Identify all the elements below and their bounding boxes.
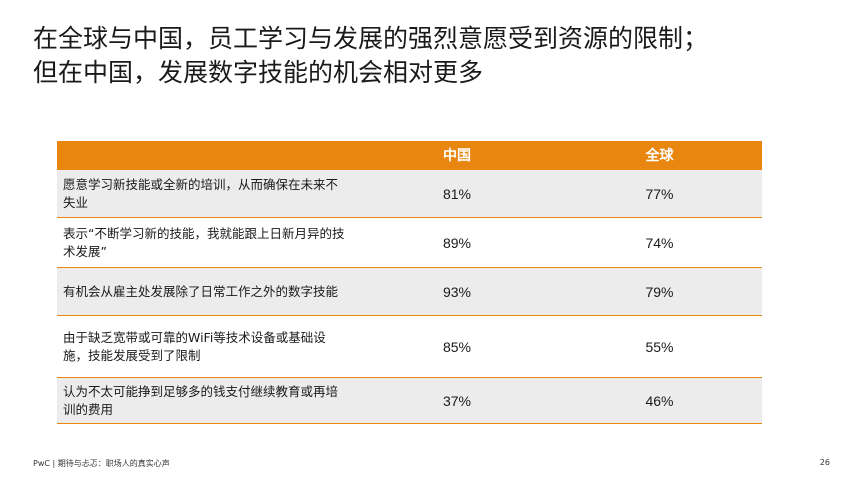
table-header-row: 中国 全球 [57,141,762,170]
slide-title-line-2: 但在中国，发展数字技能的机会相对更多 [33,58,484,87]
row-label: 认为不太可能挣到足够多的钱支付继续教育或再培训的费用 [57,377,357,424]
row-global-value: 55% [557,315,762,378]
header-blank [57,141,357,170]
row-global-value: 77% [557,169,762,218]
page-number: 26 [819,458,830,467]
table-row: 认为不太可能挣到足够多的钱支付继续教育或再培训的费用 37% 46% [57,377,762,424]
comparison-table: 中国 全球 愿意学习新技能或全新的培训，从而确保在未来不失业 81% 77% 表… [57,141,762,424]
table-row: 由于缺乏宽带或可靠的WiFi等技术设备或基础设施，技能发展受到了限制 85% 5… [57,315,762,378]
row-global-value: 46% [557,377,762,424]
footer-text: PwC | 期待与忐忑：职场人的真实心声 [33,459,170,468]
slide-title-line-1: 在全球与中国，员工学习与发展的强烈意愿受到资源的限制； [33,24,709,53]
row-label: 表示“不断学习新的技能，我就能跟上日新月异的技术发展” [57,217,357,268]
table-row: 有机会从雇主处发展除了日常工作之外的数字技能 93% 79% [57,267,762,316]
row-label: 由于缺乏宽带或可靠的WiFi等技术设备或基础设施，技能发展受到了限制 [57,315,357,378]
row-label: 愿意学习新技能或全新的培训，从而确保在未来不失业 [57,169,357,218]
header-china: 中国 [357,141,557,170]
row-china-value: 89% [357,217,557,268]
row-label: 有机会从雇主处发展除了日常工作之外的数字技能 [57,267,357,316]
row-china-value: 81% [357,169,557,218]
row-china-value: 85% [357,315,557,378]
row-china-value: 93% [357,267,557,316]
slide-title: 在全球与中国，员工学习与发展的强烈意愿受到资源的限制； 但在中国，发展数字技能的… [33,22,833,90]
header-global: 全球 [557,141,762,170]
row-global-value: 79% [557,267,762,316]
table-row: 愿意学习新技能或全新的培训，从而确保在未来不失业 81% 77% [57,169,762,218]
row-global-value: 74% [557,217,762,268]
table-row: 表示“不断学习新的技能，我就能跟上日新月异的技术发展” 89% 74% [57,217,762,268]
row-china-value: 37% [357,377,557,424]
